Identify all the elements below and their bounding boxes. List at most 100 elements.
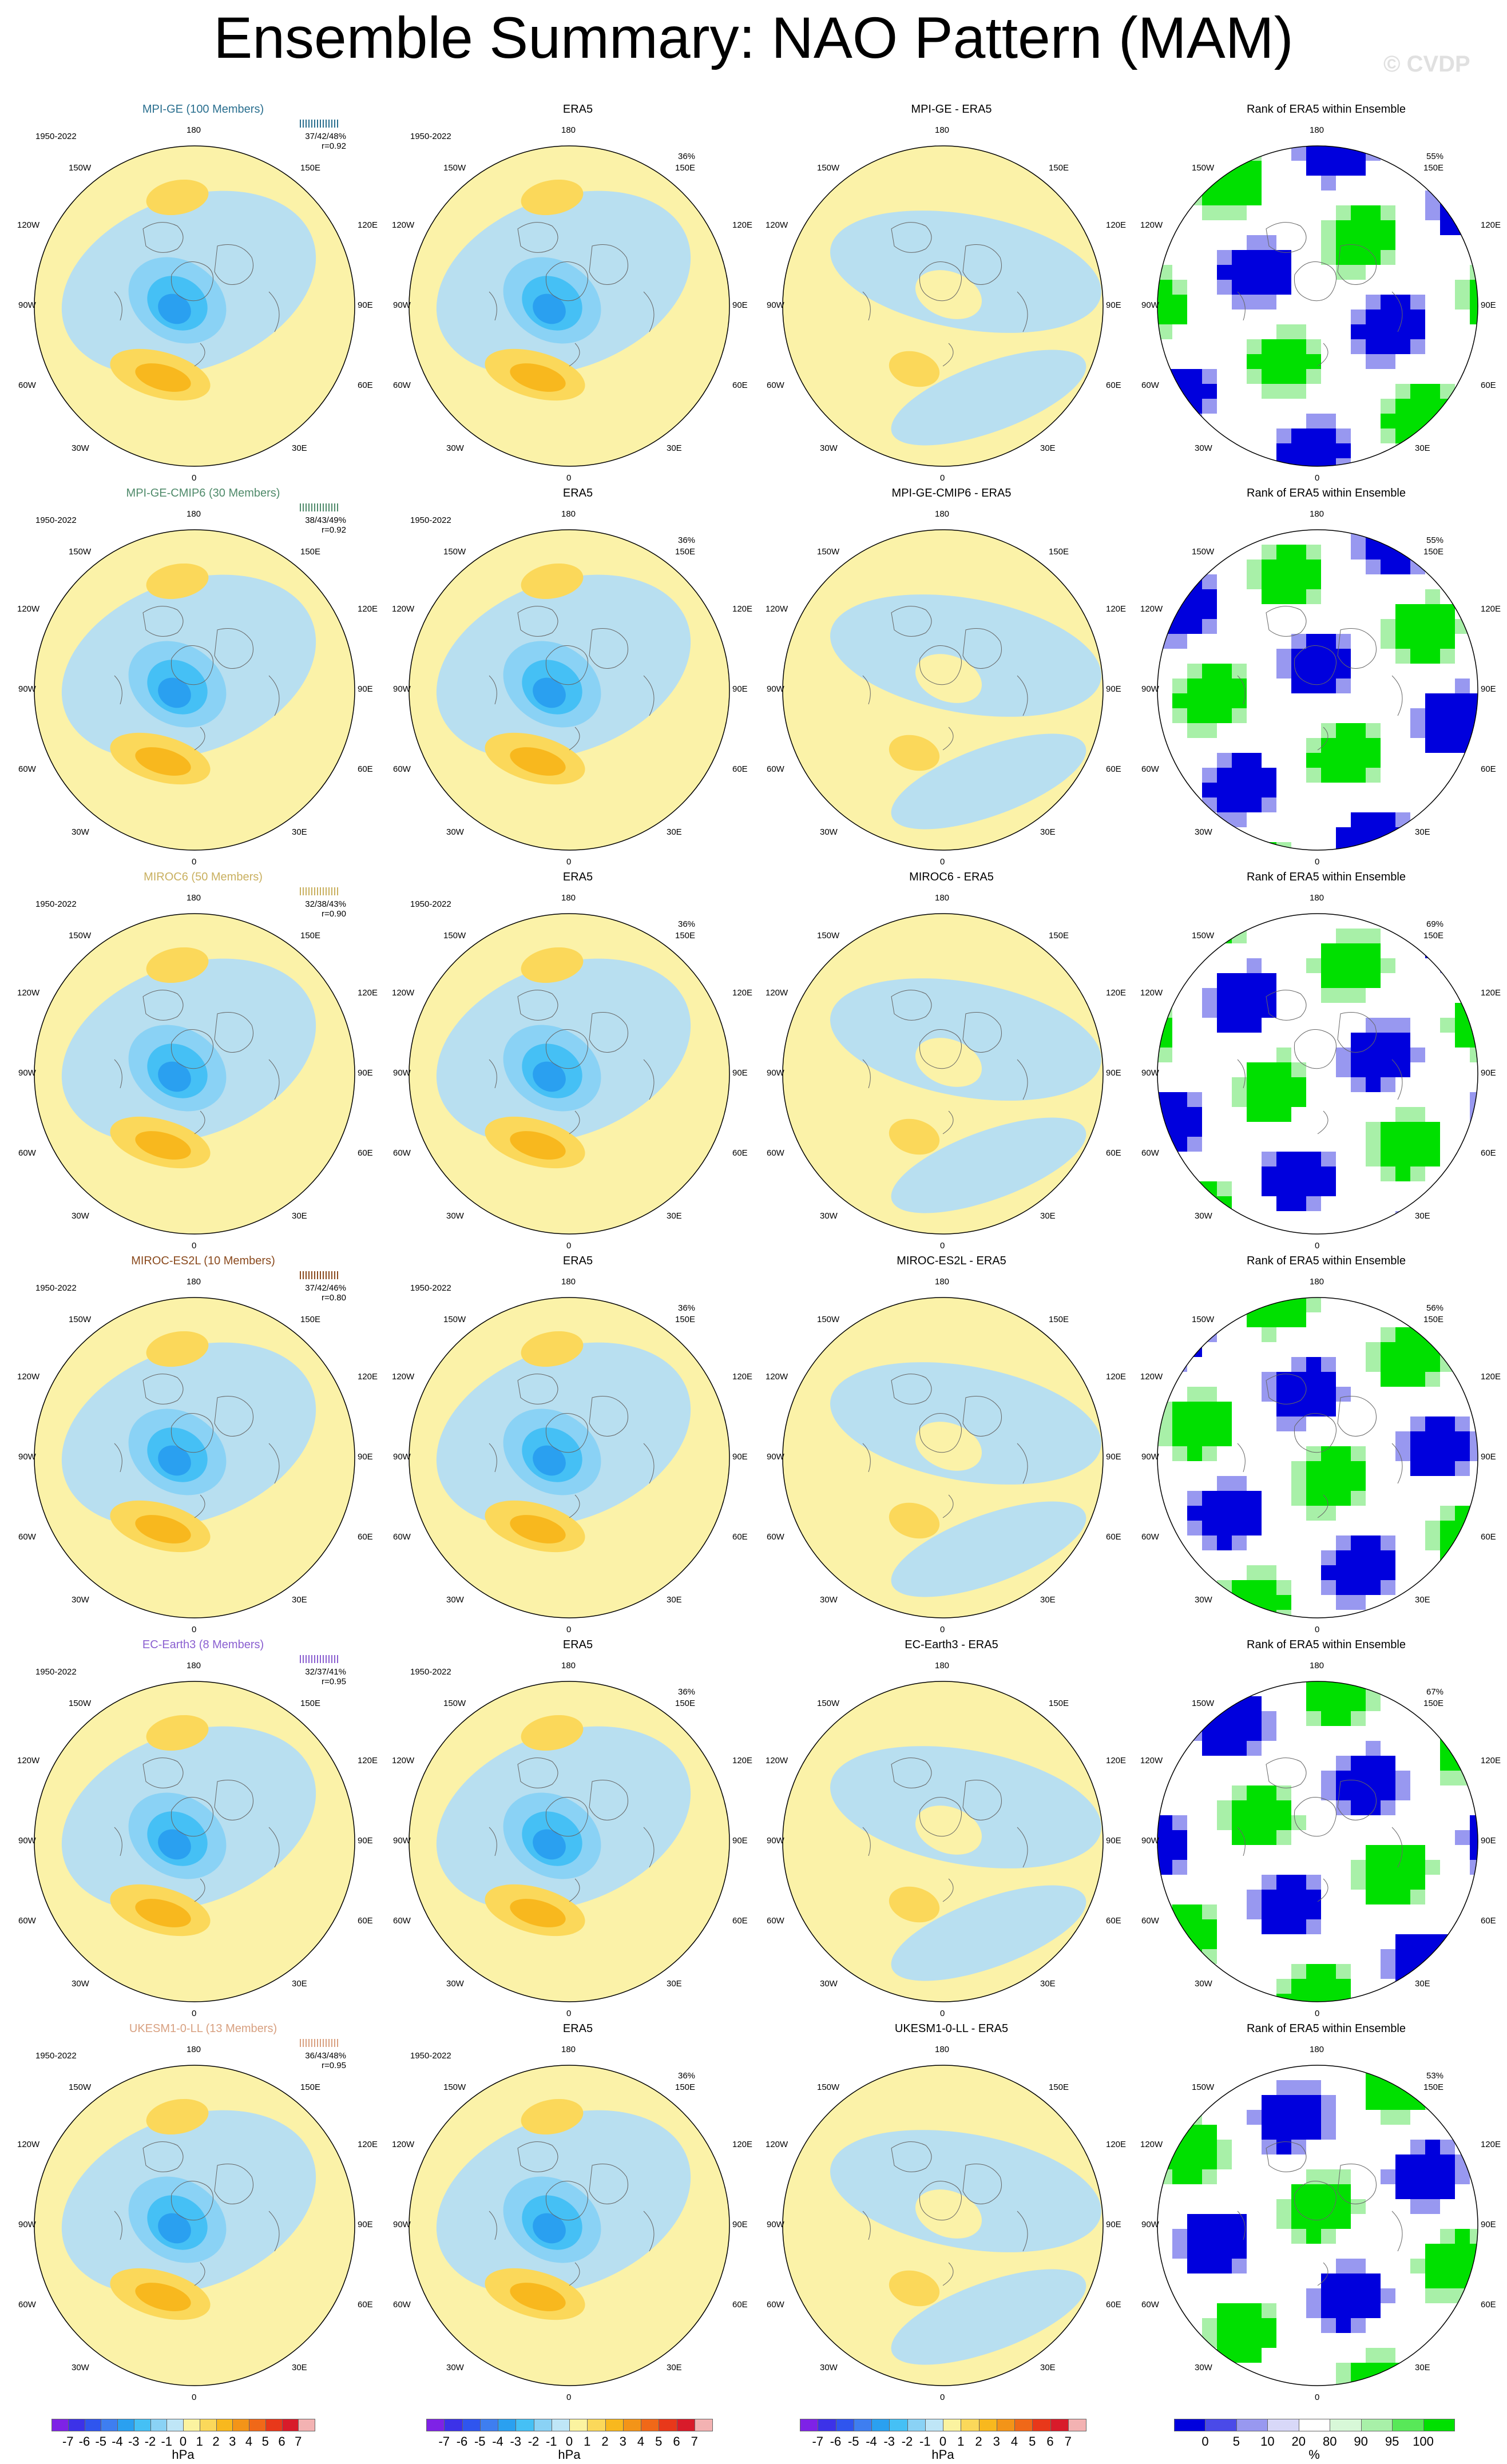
lon-label-bottom: 0 [566, 2392, 572, 2402]
rank-cell [1172, 1181, 1187, 1196]
rank-cell [1336, 679, 1351, 693]
rank-cell [1232, 1711, 1247, 1726]
rank-cell [1202, 1196, 1217, 1211]
rank-cell [1425, 943, 1440, 958]
model-title: MIROC-ES2L (10 Members) [131, 1255, 275, 1267]
rank-cell [1276, 369, 1291, 384]
colorbar-swatch [462, 2419, 481, 2431]
rank-cell [1187, 2244, 1202, 2259]
rank-cell [1172, 619, 1187, 634]
rank-cell [1321, 1461, 1336, 1476]
rank-cell [1351, 250, 1366, 265]
lon-label-upper-right: 150E [1049, 2082, 1069, 2092]
colorbar-tick-label: -2 [528, 2434, 540, 2449]
rank-cell [1247, 235, 1262, 250]
rank-cell [1470, 693, 1478, 708]
rank-cell [1440, 693, 1455, 708]
pct-variance-stats: 36/43/48% [305, 2051, 346, 2061]
rank-cell [1172, 679, 1187, 693]
rank-cell [1470, 1610, 1478, 1618]
rank-cell [1336, 2273, 1351, 2288]
rank-cell [1470, 1726, 1478, 1741]
rank-cell [1381, 1535, 1395, 1550]
lon-label-mid-left: 90W [1141, 684, 1159, 694]
rank-cell [1291, 339, 1306, 354]
rank-cell [1157, 1949, 1172, 1964]
rank-cell [1202, 1446, 1217, 1461]
rank-cell [1232, 1785, 1247, 1800]
rank-cell [1395, 1979, 1410, 1994]
rank-cell [1202, 1226, 1217, 1234]
rank-cell [1172, 2140, 1187, 2154]
lon-label-lower-right: 30E [667, 827, 682, 837]
positive-anomaly [915, 1038, 982, 1087]
lon-label-mid-upper-right: 120E [358, 988, 378, 998]
rank-cell [1202, 1741, 1217, 1756]
rank-cell [1336, 988, 1351, 1003]
rank-cell [1187, 1491, 1202, 1506]
rank-cell [1470, 1506, 1478, 1521]
rank-cell [1351, 1062, 1366, 1077]
rank-cell [1172, 914, 1187, 929]
rank-cell [1336, 1696, 1351, 1711]
rank-cell [1276, 1595, 1291, 1610]
rank-cell [1395, 1327, 1410, 1342]
rank-cell [1470, 914, 1478, 929]
rank-cell [1336, 2378, 1351, 2386]
rank-cell [1425, 1521, 1440, 1535]
rank-cell [1321, 1565, 1336, 1580]
rank-cell [1247, 1521, 1262, 1535]
rank-cell [1276, 1890, 1291, 1904]
colorbar-tick-label: -3 [883, 2434, 895, 2449]
rank-cell [1321, 2184, 1336, 2199]
rank-cell [1172, 574, 1187, 589]
rank-cell [1202, 2214, 1217, 2229]
rank-cell [1440, 1416, 1455, 1431]
rank-cell [1172, 369, 1187, 384]
colorbar-tick-label: -6 [78, 2434, 90, 2449]
colorbar-swatch [1032, 2419, 1051, 2431]
rank-cell [1351, 1595, 1366, 1610]
lon-label-mid-upper-right: 120E [1106, 220, 1127, 230]
rank-cell [1157, 1327, 1172, 1342]
lon-label-mid-upper-left: 120W [392, 604, 415, 614]
rank-cell [1232, 2214, 1247, 2229]
rank-cell [1410, 1048, 1425, 1062]
rank-pct-label: 55% [1426, 535, 1444, 545]
rank-cell [1157, 797, 1172, 812]
rank-cell [1366, 1681, 1381, 1696]
rank-cell [1321, 161, 1336, 176]
member-spread-bars [300, 2039, 338, 2047]
rank-cell [1410, 2154, 1425, 2169]
rank-cell [1395, 1431, 1410, 1446]
rank-cell [1157, 1107, 1172, 1122]
rank-cell [1440, 708, 1455, 723]
rank-cell [1470, 943, 1478, 958]
lon-label-lower-right: 30E [1415, 1211, 1430, 1221]
rank-cell [1202, 1994, 1217, 2002]
rank-cell [1202, 604, 1217, 619]
rank-cell [1202, 2140, 1217, 2154]
rank-cell [1395, 2110, 1410, 2125]
rank-cell [1455, 797, 1470, 812]
lon-label-upper-left: 150W [443, 931, 466, 941]
diff-title: EC-Earth3 - ERA5 [905, 1638, 998, 1651]
rank-cell [1351, 1565, 1366, 1580]
rank-cell [1470, 1711, 1478, 1726]
lon-label-mid-upper-right: 120E [732, 2140, 753, 2149]
positive-anomaly [889, 2270, 940, 2307]
positive-anomaly [889, 1502, 940, 1539]
rank-cell [1336, 2259, 1351, 2273]
rank-cell [1455, 783, 1470, 797]
rank-cell [1217, 2318, 1232, 2333]
rank-cell [1470, 530, 1478, 545]
rank-cell [1291, 545, 1306, 560]
rank-cell [1247, 280, 1262, 295]
rank-cell [1351, 753, 1366, 768]
colorbar-tick-label: 0 [1201, 2434, 1209, 2449]
rank-cell [1336, 161, 1351, 176]
rank-cell [1172, 1446, 1187, 1461]
rank-cell [1351, 1580, 1366, 1595]
lon-label-mid-upper-left: 120W [1140, 220, 1163, 230]
colorbar-swatch [622, 2419, 641, 2431]
